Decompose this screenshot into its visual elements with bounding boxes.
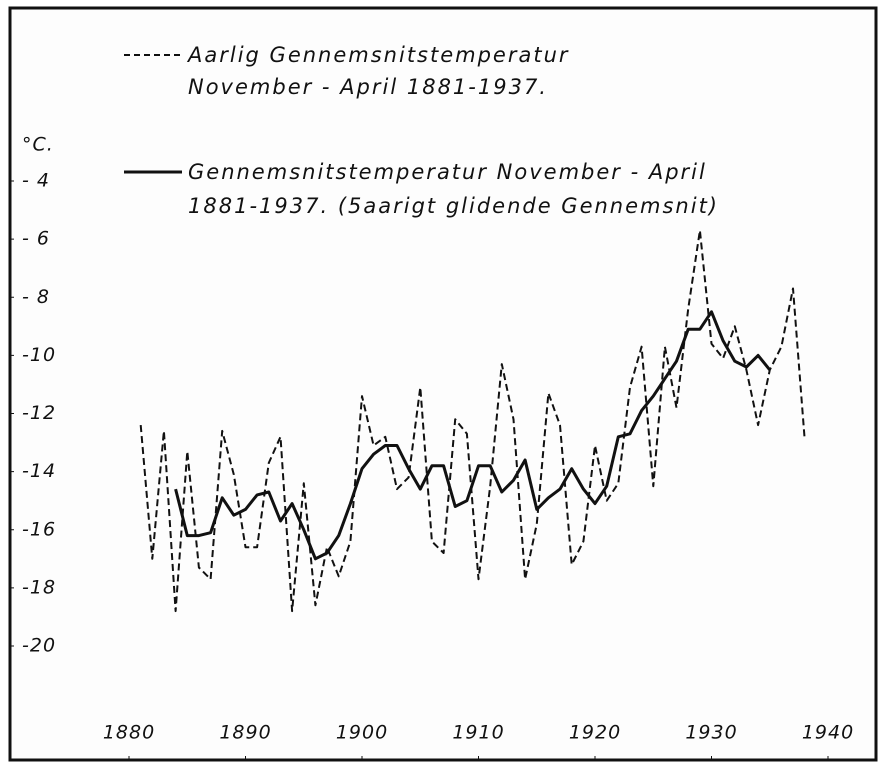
x-tick-label: 1890 <box>219 722 271 744</box>
frame <box>8 6 878 762</box>
legend-label: Gennemsnitstemperatur November - April <box>188 160 707 184</box>
x-tick-label: 1910 <box>452 722 504 744</box>
y-tick-label: - 6 <box>22 228 50 250</box>
x-tick-label: 1880 <box>103 722 155 744</box>
x-tick-label: 1920 <box>569 722 621 744</box>
legend-label: 1881-1937. (5aarigt glidende Gennemsnit) <box>188 194 719 218</box>
legend-label: Aarlig Gennemsnitstemperatur <box>186 43 570 67</box>
y-tick-label: - 4 <box>22 170 50 192</box>
annual-line <box>139 229 806 613</box>
y-tick-label: -12 <box>22 402 56 424</box>
y-tick-label: -20 <box>22 635 56 657</box>
y-tick-label: -16 <box>22 518 56 540</box>
y-tick-label: -18 <box>22 576 56 598</box>
y-tick-label: -10 <box>22 344 56 366</box>
y-tick-label: -14 <box>22 460 56 482</box>
legend-label: November - April 1881-1937. <box>188 75 548 99</box>
x-tick-label: 1940 <box>802 722 854 744</box>
x-tick-label: 1900 <box>336 722 388 744</box>
y-axis-label: °C. <box>22 134 54 156</box>
x-tick-label: 1930 <box>685 722 737 744</box>
moving-average-line <box>174 310 771 561</box>
y-tick-label: - 8 <box>22 286 50 308</box>
